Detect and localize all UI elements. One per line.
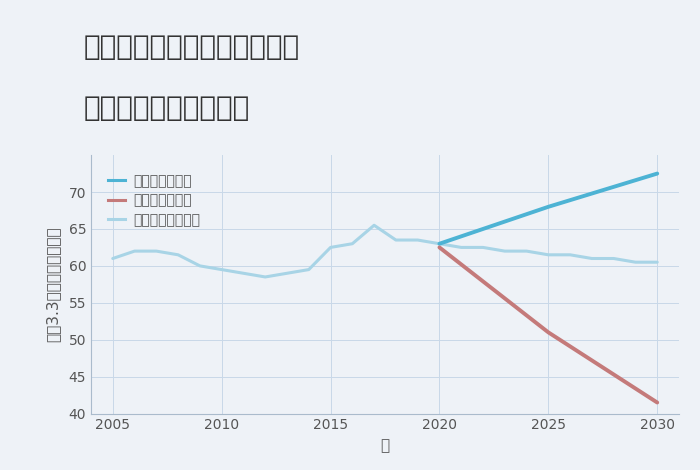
Text: 中古戸建ての価格推移: 中古戸建ての価格推移 <box>84 94 251 122</box>
Y-axis label: 坪（3.3㎡）単価（万円）: 坪（3.3㎡）単価（万円） <box>46 227 60 342</box>
X-axis label: 年: 年 <box>380 438 390 453</box>
Legend: グッドシナリオ, バッドシナリオ, ノーマルシナリオ: グッドシナリオ, バッドシナリオ, ノーマルシナリオ <box>104 170 204 231</box>
Text: 三重県四日市市山之一色町の: 三重県四日市市山之一色町の <box>84 33 300 61</box>
